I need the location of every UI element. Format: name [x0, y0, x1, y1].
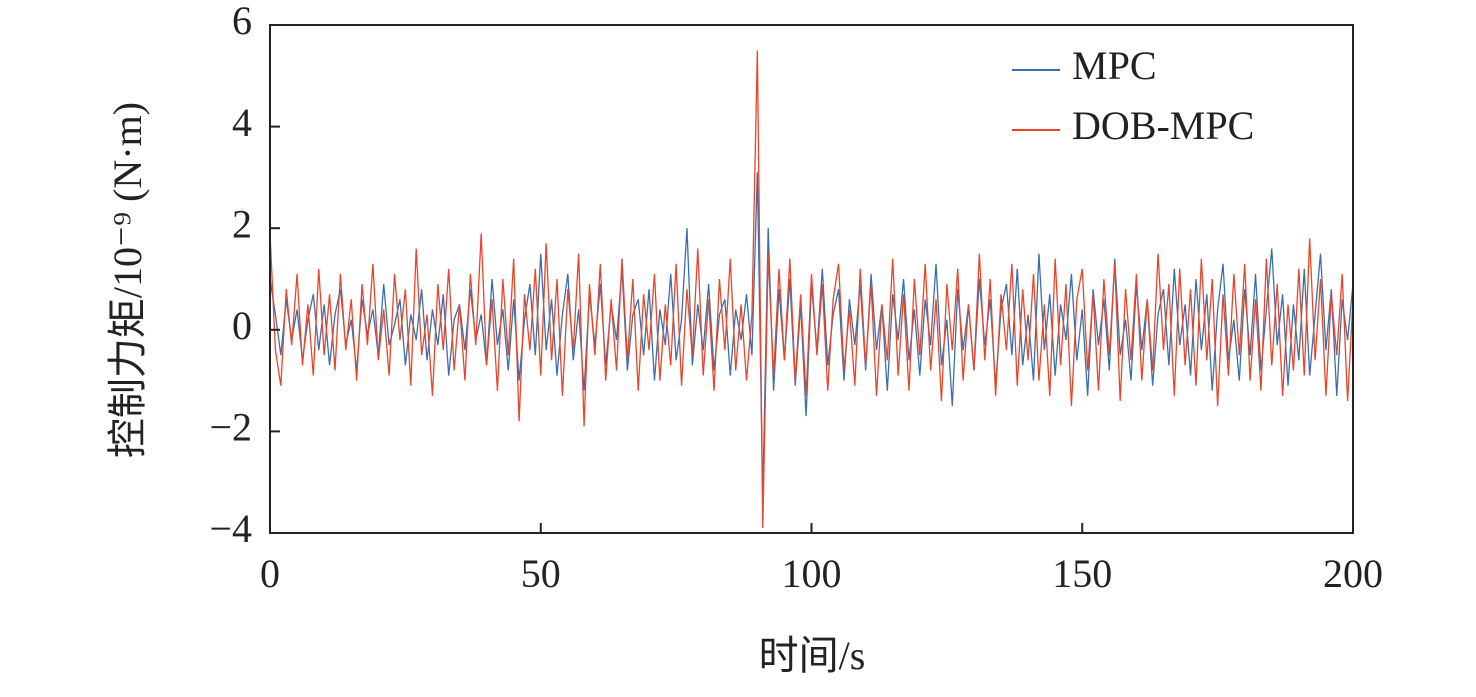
x-tick-label: 100	[782, 551, 842, 596]
x-tick-label: 0	[260, 551, 280, 596]
x-tick-label: 200	[1323, 551, 1383, 596]
y-tick-label: −4	[209, 506, 252, 551]
y-tick-label: −2	[209, 405, 252, 450]
legend-label: MPC	[1072, 43, 1157, 88]
series-line	[269, 172, 1354, 498]
x-tick-label: 50	[521, 551, 561, 596]
y-tick-label: 4	[232, 100, 252, 145]
y-tick-label: 6	[232, 0, 252, 43]
y-tick-label: 0	[232, 303, 252, 348]
x-tick-label: 150	[1052, 551, 1112, 596]
series-line	[269, 50, 1354, 528]
legend-label: DOB-MPC	[1072, 103, 1254, 148]
x-axis-label: 时间/s	[759, 633, 866, 678]
y-axis-label: 控制力矩/10⁻⁹ (N·m)	[105, 102, 150, 458]
y-tick-label: 2	[232, 201, 252, 246]
